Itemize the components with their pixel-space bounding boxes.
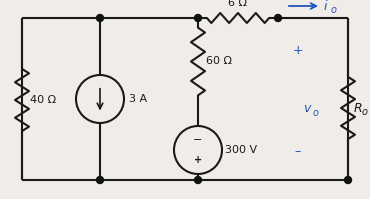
Circle shape [97,177,104,183]
Text: +: + [293,44,303,57]
Circle shape [195,177,202,183]
Text: i: i [324,0,327,13]
Circle shape [344,177,352,183]
Circle shape [76,75,124,123]
Text: −: − [193,135,203,145]
Circle shape [97,15,104,21]
Text: 3 A: 3 A [129,94,147,104]
Text: o: o [313,108,319,118]
Circle shape [275,15,282,21]
Circle shape [195,15,202,21]
Text: R: R [354,101,363,114]
Text: –: – [295,145,301,158]
Text: 40 Ω: 40 Ω [30,95,56,105]
Text: +: + [194,155,202,165]
Text: 6 Ω: 6 Ω [229,0,248,8]
Text: o: o [362,107,368,117]
Text: 60 Ω: 60 Ω [206,57,232,66]
Text: 300 V: 300 V [225,145,257,155]
Text: v: v [303,102,310,115]
Text: o: o [331,5,337,15]
Circle shape [174,126,222,174]
